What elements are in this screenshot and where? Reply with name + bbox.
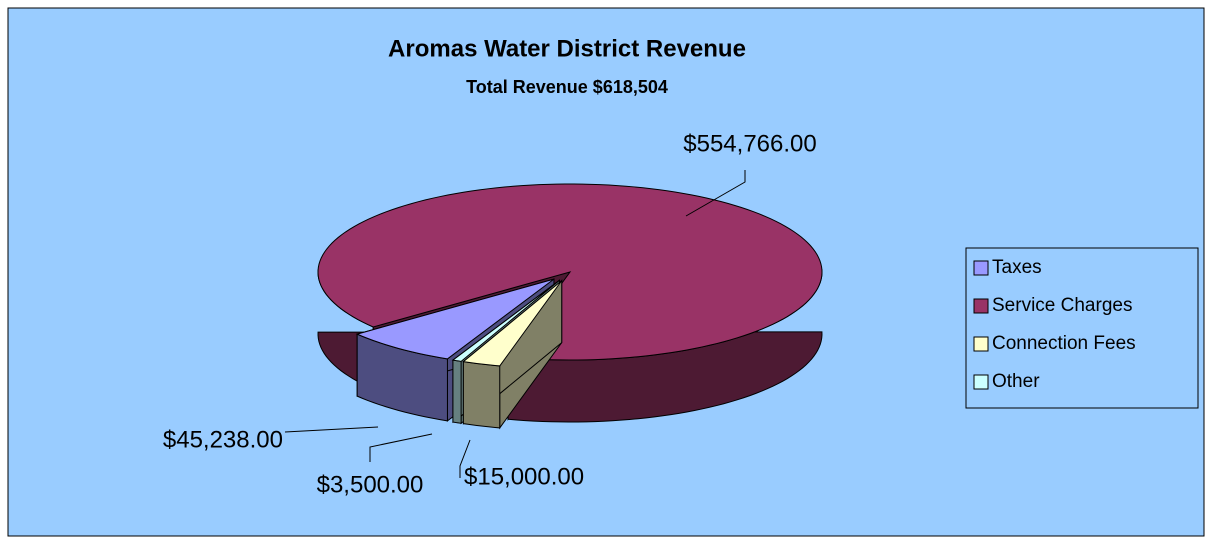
value-label: $3,500.00 (317, 471, 424, 498)
legend: Taxes Service Charges Connection Fees Other (965, 247, 1199, 409)
leader-line (284, 426, 379, 433)
leader-line (459, 439, 471, 478)
legend-swatch (973, 298, 989, 314)
legend-label: Service Charges (992, 295, 1132, 316)
slice-wall (452, 359, 462, 424)
legend-swatch (973, 336, 989, 352)
slice (462, 279, 563, 430)
legend-swatch (973, 374, 989, 390)
value-label: $45,238.00 (163, 426, 283, 453)
slice-top (355, 278, 555, 360)
legend-label: Taxes (992, 257, 1042, 278)
value-label: $15,000.00 (464, 463, 584, 490)
slice-wall (462, 361, 501, 429)
value-labels: $45,238.00 $554,766.00 $15,000.00 $3,500.00 (163, 130, 817, 498)
slice-top (451, 279, 560, 362)
slice-top (462, 280, 563, 367)
legend-swatch (973, 260, 989, 276)
slice-top (317, 183, 823, 361)
chart-subtitle: Total Revenue $618,504 (466, 77, 668, 97)
leader-line (685, 170, 746, 217)
chart-title: Aromas Water District Revenue (388, 35, 746, 62)
legend-label: Other (992, 371, 1040, 392)
pie (317, 183, 823, 430)
leader-line (369, 433, 433, 462)
legend-box (965, 247, 1199, 409)
legend-label: Connection Fees (992, 333, 1136, 354)
value-label: $554,766.00 (683, 130, 816, 157)
